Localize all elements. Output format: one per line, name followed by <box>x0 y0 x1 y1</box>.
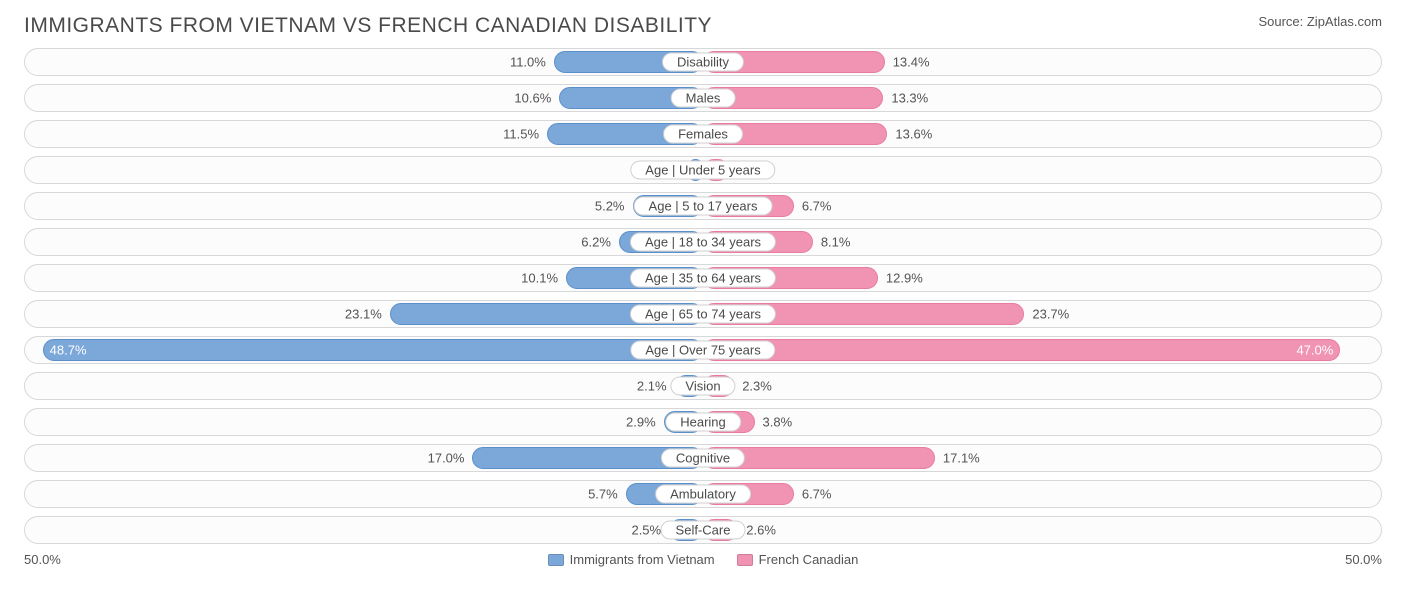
legend-item-left: Immigrants from Vietnam <box>548 552 715 567</box>
category-label: Age | Over 75 years <box>630 341 775 360</box>
axis-max-right: 50.0% <box>1345 552 1382 567</box>
chart-area: 11.0% 13.4% Disability 10.6% 13.3% Males 11.5%… <box>0 44 1406 544</box>
value-label-left: 17.0% <box>428 451 465 466</box>
chart-row: 11.0% 13.4% Disability <box>24 48 1382 76</box>
axis-max-left: 50.0% <box>24 552 61 567</box>
legend-swatch-left <box>548 554 564 566</box>
legend-label-left: Immigrants from Vietnam <box>570 552 715 567</box>
source-attribution: Source: ZipAtlas.com <box>1258 14 1382 29</box>
chart-row: 11.5% 13.6% Females <box>24 120 1382 148</box>
value-label-right: 13.6% <box>895 127 932 142</box>
chart-row: 23.1% 23.7% Age | 65 to 74 years <box>24 300 1382 328</box>
chart-row: 1.1%1.9%Age | Under 5 years <box>24 156 1382 184</box>
value-label-left: 10.1% <box>521 271 558 286</box>
value-label-left: 5.2% <box>595 199 625 214</box>
chart-row: 2.9% 3.8% Hearing <box>24 408 1382 436</box>
chart-row: 6.2% 8.1% Age | 18 to 34 years <box>24 228 1382 256</box>
value-label-left: 2.1% <box>637 379 667 394</box>
chart-footer: 50.0% Immigrants from Vietnam French Can… <box>0 552 1406 567</box>
legend: Immigrants from Vietnam French Canadian <box>548 552 859 567</box>
value-label-left: 48.7% <box>50 343 87 358</box>
value-label-right: 2.3% <box>742 379 772 394</box>
value-label-left: 2.9% <box>626 415 656 430</box>
category-label: Age | 18 to 34 years <box>630 233 776 252</box>
category-label: Males <box>671 89 736 108</box>
chart-row: 17.0% 17.1% Cognitive <box>24 444 1382 472</box>
category-label: Age | 5 to 17 years <box>634 197 773 216</box>
value-label-right: 12.9% <box>886 271 923 286</box>
chart-row: 2.5% 2.6%Self-Care <box>24 516 1382 544</box>
value-label-left: 6.2% <box>581 235 611 250</box>
legend-item-right: French Canadian <box>737 552 859 567</box>
chart-row: 2.1% 2.3% Vision <box>24 372 1382 400</box>
category-label: Age | Under 5 years <box>630 161 775 180</box>
value-label-left: 2.5% <box>631 523 661 538</box>
category-label: Self-Care <box>661 521 746 540</box>
category-label: Hearing <box>665 413 741 432</box>
chart-row: 5.2% 6.7% Age | 5 to 17 years <box>24 192 1382 220</box>
category-label: Cognitive <box>661 449 745 468</box>
value-label-right: 3.8% <box>763 415 793 430</box>
chart-row: 10.6% 13.3% Males <box>24 84 1382 112</box>
value-label-left: 11.5% <box>503 127 539 142</box>
bar-left: 48.7% <box>43 339 703 361</box>
value-label-left: 10.6% <box>514 91 551 106</box>
bar-right: 47.0% <box>703 339 1340 361</box>
category-label: Disability <box>662 53 744 72</box>
chart-row: 5.7% 6.7% Ambulatory <box>24 480 1382 508</box>
value-label-right: 13.4% <box>893 55 930 70</box>
value-label-left: 23.1% <box>345 307 382 322</box>
value-label-right: 17.1% <box>943 451 980 466</box>
value-label-right: 2.6% <box>746 523 776 538</box>
category-label: Vision <box>670 377 735 396</box>
chart-row: 10.1% 12.9% Age | 35 to 64 years <box>24 264 1382 292</box>
value-label-right: 23.7% <box>1032 307 1069 322</box>
category-label: Females <box>663 125 743 144</box>
category-label: Age | 35 to 64 years <box>630 269 776 288</box>
category-label: Age | 65 to 74 years <box>630 305 776 324</box>
value-label-right: 8.1% <box>821 235 851 250</box>
header: IMMIGRANTS FROM VIETNAM VS FRENCH CANADI… <box>0 0 1406 44</box>
chart-title: IMMIGRANTS FROM VIETNAM VS FRENCH CANADI… <box>24 14 712 38</box>
value-label-right: 13.3% <box>891 91 928 106</box>
category-label: Ambulatory <box>655 485 751 504</box>
legend-label-right: French Canadian <box>759 552 859 567</box>
legend-swatch-right <box>737 554 753 566</box>
value-label-right: 47.0% <box>1296 343 1333 358</box>
value-label-right: 6.7% <box>802 487 832 502</box>
value-label-right: 6.7% <box>802 199 832 214</box>
value-label-left: 11.0% <box>510 55 546 70</box>
chart-row: 48.7% 47.0% Age | Over 75 years <box>24 336 1382 364</box>
value-label-left: 5.7% <box>588 487 618 502</box>
